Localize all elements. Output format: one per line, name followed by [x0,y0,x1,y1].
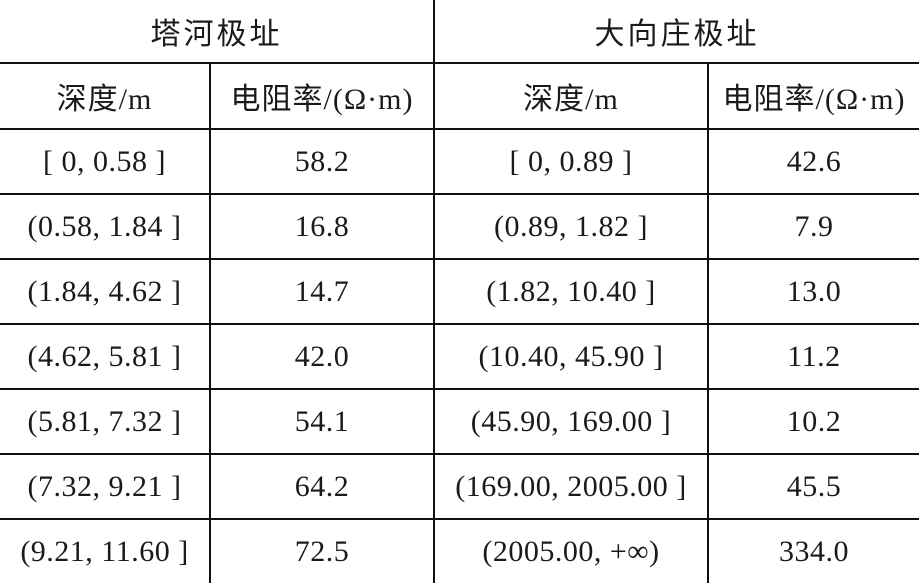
site-header-row: 塔河极址 大向庄极址 [0,0,919,64]
table-cell: 72.5 [209,518,435,583]
table-row: (7.32, 9.21 ] 64.2 (169.00, 2005.00 ] 45… [0,453,919,520]
table-cell: 54.1 [209,388,435,455]
table-cell: 334.0 [707,518,919,583]
table-cell: (4.62, 5.81 ] [0,323,211,390]
site-header-tahe: 塔河极址 [0,0,435,64]
table-cell: 14.7 [209,258,435,325]
table-cell: (1.84, 4.62 ] [0,258,211,325]
table-cell: 11.2 [707,323,919,390]
table-cell: 58.2 [209,128,435,195]
table-row: (4.62, 5.81 ] 42.0 (10.40, 45.90 ] 11.2 [0,323,919,390]
table-cell: 7.9 [707,193,919,260]
table-row: (1.84, 4.62 ] 14.7 (1.82, 10.40 ] 13.0 [0,258,919,325]
column-header-depth: 深度/m [433,62,709,130]
table-cell: (1.82, 10.40 ] [433,258,709,325]
table-cell: [ 0, 0.89 ] [433,128,709,195]
column-header-row: 深度/m 电阻率/(Ω·m) 深度/m 电阻率/(Ω·m) [0,62,919,130]
table-cell: (7.32, 9.21 ] [0,453,211,520]
column-header-resistivity: 电阻率/(Ω·m) [707,62,919,130]
table-cell: [ 0, 0.58 ] [0,128,211,195]
site-header-daxiangzhuang: 大向庄极址 [433,0,919,64]
table-cell: 64.2 [209,453,435,520]
table-cell: (9.21, 11.60 ] [0,518,211,583]
table-cell: 45.5 [707,453,919,520]
table-row: (5.81, 7.32 ] 54.1 (45.90, 169.00 ] 10.2 [0,388,919,455]
table-cell: 13.0 [707,258,919,325]
table-cell: (0.58, 1.84 ] [0,193,211,260]
table-cell: (169.00, 2005.00 ] [433,453,709,520]
table-cell: (5.81, 7.32 ] [0,388,211,455]
table-cell: (0.89, 1.82 ] [433,193,709,260]
table-row: (0.58, 1.84 ] 16.8 (0.89, 1.82 ] 7.9 [0,193,919,260]
table-cell: 10.2 [707,388,919,455]
table-cell: (45.90, 169.00 ] [433,388,709,455]
table-cell: 16.8 [209,193,435,260]
table-cell: 42.0 [209,323,435,390]
table-cell: (10.40, 45.90 ] [433,323,709,390]
column-header-resistivity: 电阻率/(Ω·m) [209,62,435,130]
table-row: [ 0, 0.58 ] 58.2 [ 0, 0.89 ] 42.6 [0,128,919,195]
table-cell: 42.6 [707,128,919,195]
column-header-depth: 深度/m [0,62,211,130]
table-cell: (2005.00, +∞) [433,518,709,583]
table-row: (9.21, 11.60 ] 72.5 (2005.00, +∞) 334.0 [0,518,919,583]
